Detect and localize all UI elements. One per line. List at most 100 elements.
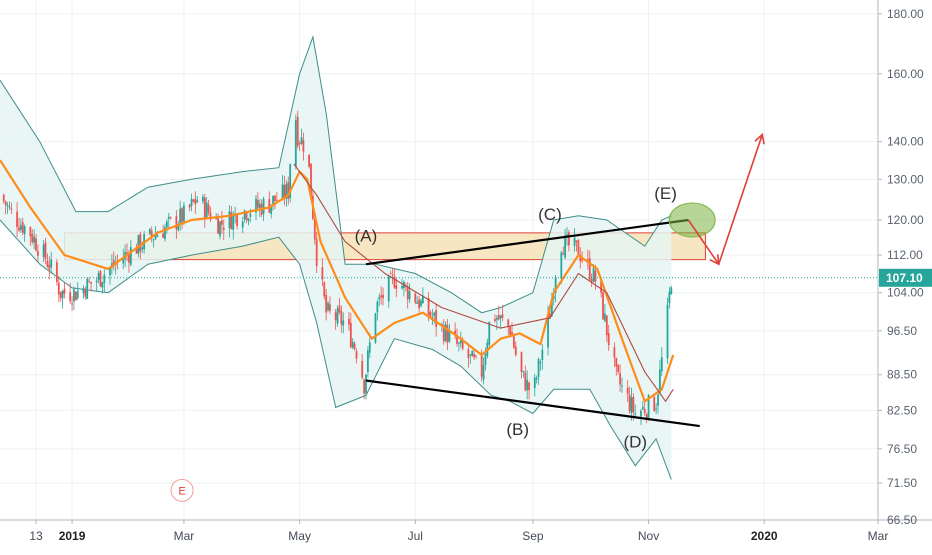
x-tick-label: Mar bbox=[868, 529, 889, 543]
candle-body bbox=[655, 408, 658, 410]
candle-body bbox=[323, 282, 326, 297]
candle-body bbox=[327, 303, 329, 311]
candle-body bbox=[270, 204, 273, 214]
candle-body bbox=[547, 313, 549, 348]
candle-body bbox=[342, 320, 345, 326]
candle-body bbox=[46, 260, 49, 267]
candle-body bbox=[289, 164, 292, 198]
candle-body bbox=[435, 310, 438, 327]
candle-body bbox=[16, 211, 18, 228]
candle-body bbox=[88, 281, 91, 283]
candle-body bbox=[338, 305, 341, 313]
candle-body bbox=[659, 369, 661, 393]
last-price-tag bbox=[879, 268, 932, 287]
candle-body bbox=[74, 291, 77, 301]
candle-body bbox=[433, 312, 436, 316]
moving-averages-layer bbox=[0, 159, 675, 403]
candle-body bbox=[274, 195, 276, 201]
candle-body bbox=[59, 291, 62, 299]
candle-body bbox=[169, 217, 172, 219]
candle-body bbox=[632, 396, 635, 413]
candle-body bbox=[8, 206, 11, 208]
projection-arrow-down bbox=[687, 219, 720, 265]
candle-body bbox=[349, 322, 352, 348]
candle-body bbox=[55, 262, 58, 282]
candle-body bbox=[315, 239, 318, 266]
y-tick-label: 180.00 bbox=[887, 7, 924, 21]
projection-arrow-up bbox=[717, 134, 764, 265]
candle-body bbox=[528, 382, 530, 391]
candle-body bbox=[514, 346, 517, 355]
y-tick-label: 66.50 bbox=[887, 513, 917, 527]
candle-body bbox=[552, 295, 555, 299]
candle-body bbox=[258, 203, 261, 209]
candle-body bbox=[520, 352, 523, 372]
candle-body bbox=[205, 202, 208, 218]
candle-body bbox=[4, 201, 7, 206]
candle-body bbox=[442, 325, 445, 342]
candle-body bbox=[657, 394, 659, 406]
candle-body bbox=[181, 208, 183, 223]
candle-body bbox=[33, 236, 36, 243]
candle-body bbox=[482, 365, 485, 380]
candle-body bbox=[389, 273, 392, 275]
candle-body bbox=[179, 208, 182, 224]
candle-body bbox=[501, 314, 504, 318]
candle-body bbox=[634, 413, 637, 415]
candle-body bbox=[275, 199, 278, 201]
candle-body bbox=[626, 387, 629, 394]
candle-body bbox=[203, 197, 206, 218]
candle-body bbox=[230, 212, 233, 230]
candle-body bbox=[141, 247, 144, 250]
candle-body bbox=[406, 286, 409, 300]
wave-label-d: (D) bbox=[623, 432, 647, 451]
candle-body bbox=[44, 242, 47, 260]
y-tick-label: 96.50 bbox=[887, 324, 917, 338]
candle-body bbox=[404, 284, 407, 286]
candle-body bbox=[473, 353, 475, 358]
axes-layer: 180.00 160.00 140.00 130.00 120.00 112.00 104.… bbox=[0, 0, 932, 543]
candle-body bbox=[560, 252, 563, 279]
candle-body bbox=[48, 264, 51, 270]
candle-body bbox=[42, 244, 45, 257]
candle-body bbox=[395, 285, 398, 289]
x-tick-label: 2020 bbox=[751, 529, 778, 543]
candle-body bbox=[63, 288, 66, 294]
candle-body bbox=[581, 259, 584, 261]
slow-moving-average bbox=[293, 163, 674, 402]
candle-body bbox=[355, 351, 358, 359]
candle-body bbox=[577, 240, 580, 257]
candle-body bbox=[619, 373, 621, 385]
candle-body bbox=[416, 302, 419, 304]
bollinger-lower bbox=[0, 219, 672, 480]
candle-body bbox=[641, 406, 644, 410]
candle-body bbox=[243, 210, 246, 220]
candle-body bbox=[73, 289, 75, 302]
y-tick-label: 82.50 bbox=[887, 403, 917, 417]
candle-body bbox=[562, 253, 565, 255]
candle-body bbox=[480, 354, 483, 377]
candle-body bbox=[281, 184, 284, 199]
candle-body bbox=[37, 251, 39, 256]
candle-body bbox=[219, 221, 221, 237]
candle-body bbox=[454, 330, 457, 336]
candle-body bbox=[109, 267, 111, 276]
x-tick-label: Sep bbox=[522, 529, 544, 543]
y-tick-label: 112.00 bbox=[887, 248, 923, 262]
candle-body bbox=[310, 163, 312, 197]
candle-body bbox=[429, 312, 432, 317]
highlight-ellipse bbox=[668, 202, 716, 238]
candle-body bbox=[336, 308, 339, 324]
projection-arrowhead-up bbox=[754, 132, 765, 145]
candle-body bbox=[300, 137, 303, 144]
candle-body bbox=[459, 339, 462, 344]
candle-body bbox=[188, 204, 191, 208]
candle-body bbox=[393, 276, 396, 288]
candle-body bbox=[112, 260, 115, 267]
candle-body bbox=[363, 379, 365, 394]
candle-body bbox=[592, 267, 595, 282]
candle-body bbox=[220, 220, 223, 225]
candle-body bbox=[71, 303, 73, 305]
